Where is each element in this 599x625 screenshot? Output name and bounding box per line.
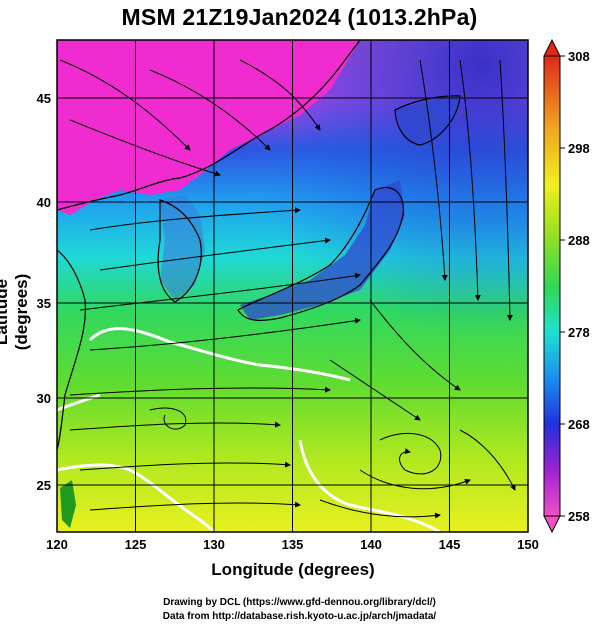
credit-data: Data from http://database.rish.kyoto-u.a…	[162, 611, 437, 622]
map-grid	[57, 40, 528, 532]
y-tick-label: 45	[37, 91, 51, 106]
colorbar: 308 298 288 278 268 258	[543, 38, 590, 534]
x-tick-label: 125	[125, 537, 147, 552]
colorbar-scale	[543, 55, 561, 517]
colorbar-tick-label: 258	[568, 509, 590, 524]
x-tick-label: 120	[46, 537, 68, 552]
y-tick-label: 25	[37, 478, 51, 493]
colorbar-tick-label: 308	[568, 49, 590, 64]
coastlines	[57, 40, 461, 451]
y-tick-label: 35	[37, 296, 51, 311]
x-axis-label: Longitude (degrees)	[211, 560, 375, 579]
map-title: MSM 21Z19Jan2024 (1013.2hPa)	[121, 4, 478, 30]
colorbar-top-arrow	[543, 38, 561, 57]
streamlines	[59, 59, 516, 519]
x-tick-label: 140	[360, 537, 382, 552]
y-tick-label: 30	[37, 391, 51, 406]
x-tick-label: 150	[517, 537, 539, 552]
x-tick-label: 145	[439, 537, 461, 552]
colorbar-tick-label: 288	[568, 233, 590, 248]
colorbar-bottom-arrow	[543, 515, 561, 534]
x-tick-label: 135	[282, 537, 304, 552]
y-tick-label: 40	[37, 195, 51, 210]
x-tick-label: 130	[203, 537, 225, 552]
colorbar-tick-label: 298	[568, 141, 590, 156]
contour-lines	[57, 327, 441, 532]
y-tick-labels: 25 30 35 40 45	[37, 91, 51, 493]
colorbar-tick-label: 268	[568, 417, 590, 432]
colorbar-tick-label: 278	[568, 325, 590, 340]
credit-drawing: Drawing by DCL (https://www.gfd-dennou.o…	[163, 597, 436, 608]
plot-frame	[56, 39, 529, 533]
x-tick-labels: 120 125 130 135 140 145 150	[46, 537, 539, 552]
